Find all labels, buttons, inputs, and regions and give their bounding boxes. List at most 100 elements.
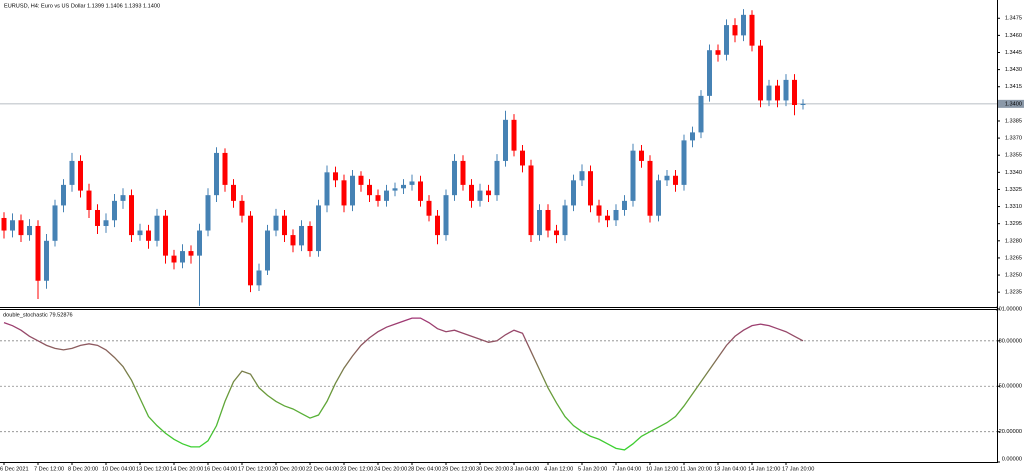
- x-tick-label: 4 Jan 12:00: [544, 466, 573, 472]
- candle-body: [503, 119, 508, 161]
- candle-body: [562, 205, 568, 236]
- candle-body: [112, 200, 117, 221]
- candle-body: [477, 190, 483, 201]
- candle-body: [27, 225, 32, 236]
- y-tick-label: 1.3325: [1005, 187, 1022, 193]
- candle-body: [316, 205, 321, 252]
- candle-body: [715, 50, 721, 55]
- candle-body: [409, 181, 415, 185]
- candle-body: [18, 220, 24, 236]
- x-tick-label: 30 Dec 20:00: [476, 466, 509, 472]
- x-tick-label: 29 Dec 12:00: [442, 466, 475, 472]
- candle-body: [282, 215, 287, 236]
- indicator-title: double_stochastic 79.52876: [3, 312, 73, 318]
- y-tick-label: 101.00000: [996, 306, 1022, 312]
- candle-body: [766, 85, 772, 101]
- candle-body: [137, 230, 143, 236]
- candle-body: [605, 215, 610, 221]
- oscillator-line: [3, 317, 804, 451]
- candle-body: [197, 230, 202, 256]
- candle-body: [265, 230, 270, 271]
- candle-body: [724, 25, 729, 55]
- candle-body: [647, 160, 653, 216]
- x-tick-label: 10 Jan 12:00: [646, 466, 678, 472]
- chart-title: EURUSD, H4: Euro vs US Dollar 1.1399 1.1…: [4, 3, 160, 9]
- candle-body: [494, 160, 500, 196]
- candle-body: [180, 251, 185, 263]
- y-tick-label: 1.3340: [1005, 170, 1022, 176]
- candle-body: [613, 209, 619, 221]
- candle-body: [554, 230, 559, 236]
- y-tick-label: 0.00000: [1002, 456, 1022, 462]
- candle-body: [61, 184, 66, 206]
- candle-body: [579, 171, 585, 181]
- candle-body: [443, 195, 449, 236]
- candle-body: [588, 171, 593, 206]
- candle-body: [239, 200, 245, 216]
- y-tick-label: 1.3280: [1005, 238, 1022, 244]
- x-tick-label: 23 Dec 12:00: [340, 466, 373, 472]
- candle-body: [146, 230, 151, 241]
- candle-body: [86, 190, 92, 210]
- x-tick-label: 10 Dec 04:00: [102, 466, 135, 472]
- candle-body: [596, 205, 602, 216]
- candle-body: [205, 195, 211, 231]
- x-tick-label: 22 Dec 04:00: [306, 466, 339, 472]
- candle-body: [52, 205, 58, 241]
- candle-body: [35, 225, 41, 281]
- x-tick-label: 8 Dec 20:00: [68, 466, 98, 472]
- candle-body: [103, 220, 109, 226]
- candle-body: [324, 172, 330, 206]
- candle-body: [792, 79, 797, 105]
- y-tick-label: 1.3235: [1005, 290, 1022, 296]
- candle-body: [154, 215, 160, 241]
- x-tick-label: 17 Dec 12:00: [238, 466, 271, 472]
- candle-body: [775, 85, 780, 101]
- candle-body: [681, 140, 687, 185]
- candle-body: [10, 220, 15, 231]
- y-tick-label: 1.3310: [1005, 204, 1022, 210]
- candle-body: [469, 184, 474, 201]
- y-tick-label: 1.3250: [1005, 273, 1022, 279]
- y-tick-label: 1.3415: [1005, 84, 1022, 90]
- y-tick-label: 1.3445: [1005, 50, 1022, 56]
- candle-body: [486, 190, 491, 196]
- candle-body: [537, 209, 542, 236]
- candle-body: [511, 119, 517, 151]
- x-tick-label: 5 Jan 20:00: [578, 466, 607, 472]
- candle-body: [664, 175, 670, 181]
- candle-body: [188, 251, 194, 256]
- y-tick-label: 50.00000: [999, 384, 1022, 390]
- candle-body: [231, 184, 236, 201]
- current-price-label: 1.3400: [1005, 101, 1022, 107]
- x-tick-label: 7 Dec 12:00: [34, 466, 64, 472]
- candle-body: [707, 50, 712, 96]
- candle-body: [290, 235, 296, 246]
- candle-body: [460, 160, 466, 185]
- x-tick-label: 24 Dec 20:00: [374, 466, 407, 472]
- x-tick-label: 14 Dec 20:00: [170, 466, 203, 472]
- candle-body: [341, 180, 347, 206]
- candle-body: [384, 190, 389, 201]
- candle-body: [571, 180, 576, 206]
- x-tick-label: 20 Dec 20:00: [272, 466, 305, 472]
- candle-body: [333, 172, 338, 181]
- y-tick-label: 1.3295: [1005, 221, 1022, 227]
- x-tick-label: 13 Jan 04:00: [714, 466, 746, 472]
- x-tick-label: 17 Jan 20:00: [782, 466, 814, 472]
- candle-body: [95, 209, 100, 226]
- candle-body: [630, 150, 636, 201]
- candle-body: [120, 195, 126, 201]
- candle-body: [749, 14, 755, 46]
- y-tick-label: 1.3355: [1005, 153, 1022, 159]
- y-tick-label: 1.3460: [1005, 33, 1022, 39]
- x-tick-label: 13 Dec 12:00: [136, 466, 169, 472]
- candle-body: [418, 181, 423, 201]
- candle-body: [273, 215, 279, 231]
- x-tick-label: 3 Jan 04:00: [510, 466, 539, 472]
- candle-body: [248, 215, 253, 286]
- candle-body: [732, 25, 738, 36]
- candle-body: [299, 225, 304, 246]
